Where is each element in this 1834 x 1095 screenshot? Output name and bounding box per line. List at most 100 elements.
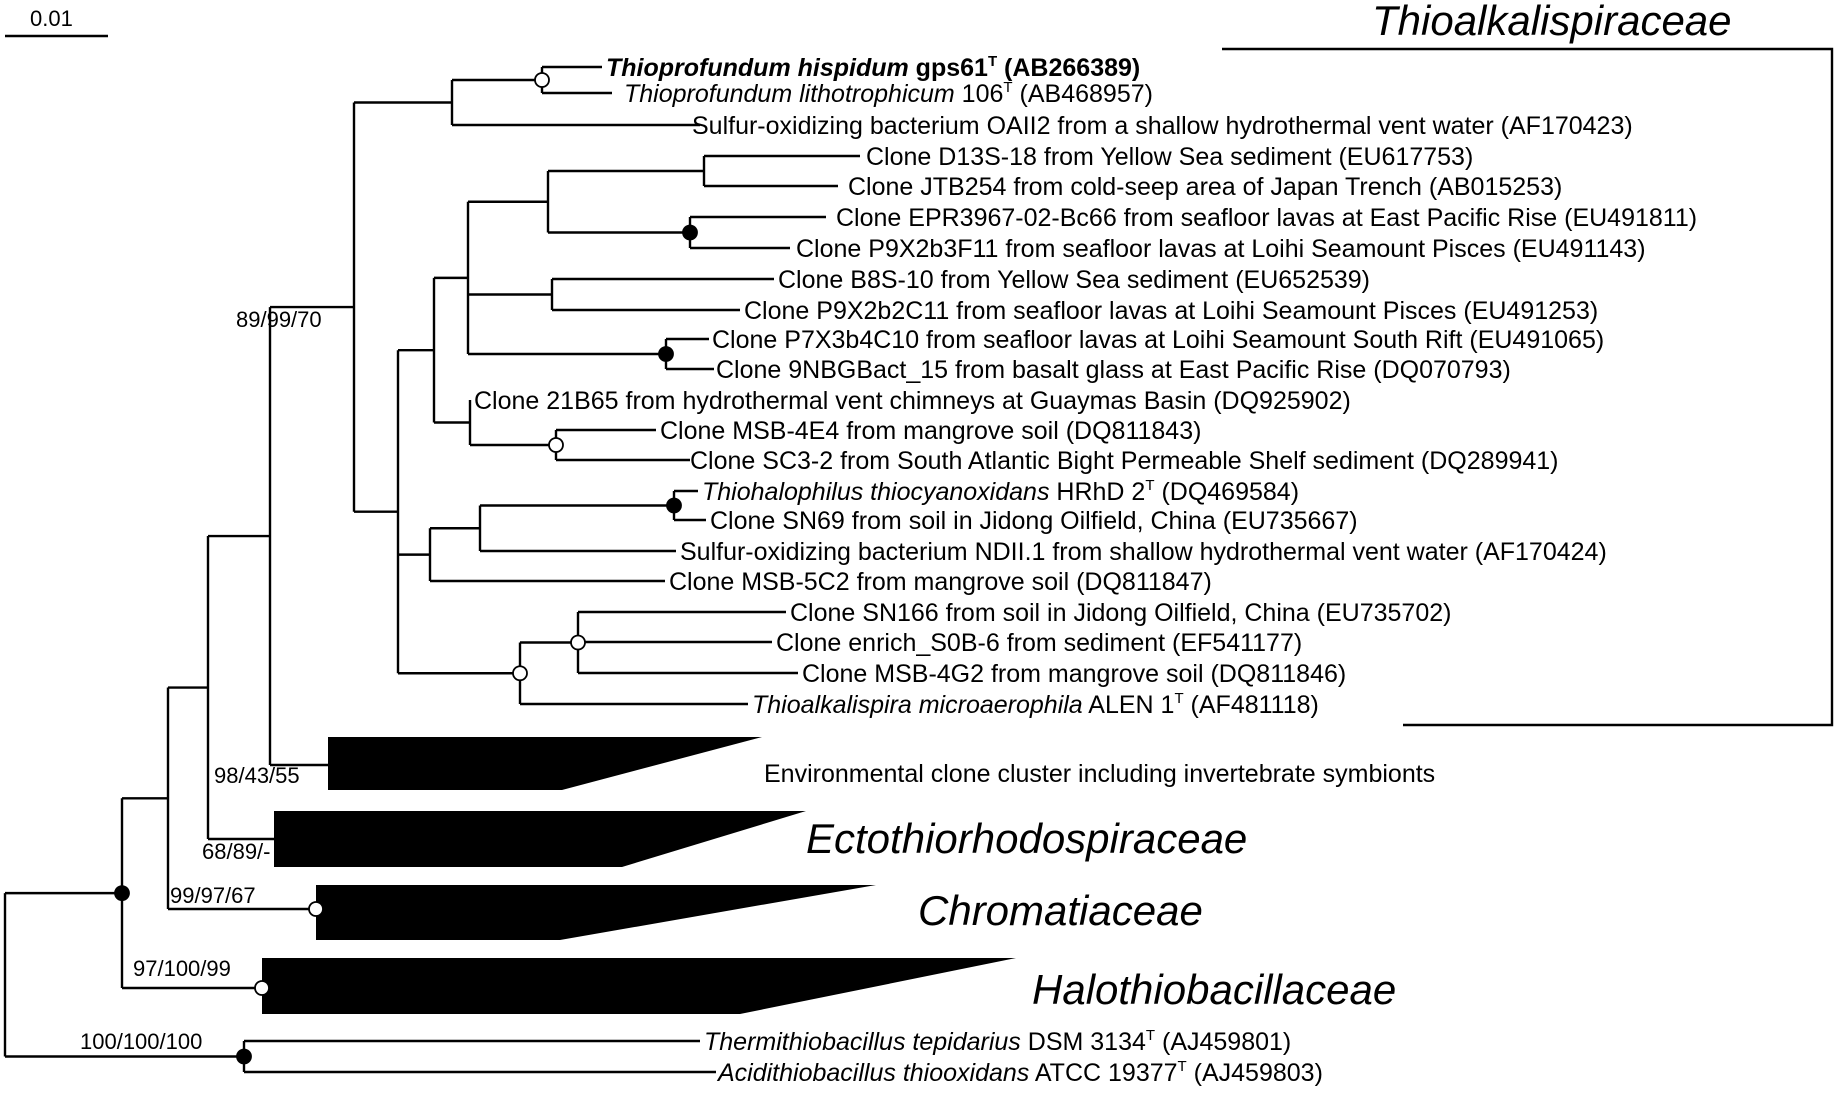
scale-bar: 0.01 — [5, 6, 108, 38]
taxon-strain: ATCC 19377 — [1029, 1059, 1177, 1087]
taxon-label: Clone P9X2b3F11 from seafloor lavas at L… — [796, 235, 1646, 263]
node-marker-open — [512, 665, 528, 682]
node-marker-filled — [114, 885, 130, 902]
taxon-strain: HRhD 2 — [1049, 478, 1145, 506]
node-marker-filled — [236, 1048, 252, 1065]
environmental-clone-wedge — [328, 737, 762, 790]
accession-number: (DQ469584) — [1155, 478, 1300, 506]
family-thioalkalispiraceae: Thioalkalispiraceae — [1372, 0, 1732, 44]
node-marker-open — [254, 980, 270, 996]
bootstrap-value: 100/100/100 — [80, 1029, 202, 1054]
taxon-label: Thermithiobacillus tepidarius DSM 3134T … — [704, 1027, 1291, 1056]
type-strain-superscript: T — [988, 53, 997, 70]
taxon-strain: Clone B8S-10 from Yellow Sea sediment (E… — [778, 266, 1370, 294]
node-marker-open — [570, 634, 586, 651]
taxon-strain: Clone MSB-4G2 from mangrove soil (DQ8118… — [802, 660, 1346, 688]
bootstrap-value: 98/43/55 — [214, 763, 300, 788]
taxon-label: Acidithiobacillus thiooxidans ATCC 19377… — [716, 1058, 1323, 1087]
type-strain-superscript: T — [1145, 477, 1154, 494]
taxon-label: Sulfur-oxidizing bacterium OAII2 from a … — [692, 112, 1633, 140]
node-marker-open — [548, 437, 564, 453]
node-markers — [114, 72, 698, 1065]
taxon-strain: Clone 9NBGBact_15 from basalt glass at E… — [716, 356, 1511, 384]
taxon-label: Clone SC3-2 from South Atlantic Bight Pe… — [690, 447, 1559, 475]
taxon-strain: Clone MSB-5C2 from mangrove soil (DQ8118… — [669, 568, 1212, 596]
taxon-strain: gps61 — [909, 54, 988, 82]
taxon-label: Clone P9X2b2C11 from seafloor lavas at L… — [744, 297, 1598, 325]
taxon-strain: Clone P7X3b4C10 from seafloor lavas at L… — [712, 326, 1604, 354]
bootstrap-values: 89/99/70 98/43/55 68/89/- 99/97/67 97/10… — [80, 307, 322, 1054]
taxon-label: Clone 21B65 from hydrothermal vent chimn… — [474, 387, 1351, 415]
taxon-label: Clone enrich_S0B-6 from sediment (EF5411… — [776, 629, 1302, 657]
bootstrap-value: 89/99/70 — [236, 307, 322, 332]
taxon-strain: Sulfur-oxidizing bacterium NDII.1 from s… — [680, 538, 1607, 566]
taxon-species-name: Thermithiobacillus tepidarius — [704, 1028, 1021, 1056]
accession-number: (AF481118) — [1184, 691, 1319, 719]
taxon-labels: Thioprofundum hispidum gps61T (AB266389)… — [474, 53, 1697, 1087]
taxon-strain: Clone 21B65 from hydrothermal vent chimn… — [474, 387, 1351, 415]
taxon-label: Clone MSB-5C2 from mangrove soil (DQ8118… — [669, 568, 1212, 596]
taxon-label: Clone B8S-10 from Yellow Sea sediment (E… — [778, 266, 1370, 294]
accession-number: (AB468957) — [1013, 80, 1153, 108]
node-marker-open — [308, 901, 324, 917]
taxon-label: Clone JTB254 from cold-seep area of Japa… — [848, 173, 1562, 201]
taxon-label: Clone 9NBGBact_15 from basalt glass at E… — [716, 356, 1511, 384]
taxon-label: Clone SN166 from soil in Jidong Oilfield… — [790, 599, 1451, 627]
taxon-strain: Sulfur-oxidizing bacterium OAII2 from a … — [692, 112, 1633, 140]
taxon-species-name: Thioprofundum hispidum — [606, 54, 909, 82]
taxon-label: Sulfur-oxidizing bacterium NDII.1 from s… — [680, 538, 1607, 566]
taxon-strain: Clone SN69 from soil in Jidong Oilfield,… — [710, 507, 1358, 535]
taxon-label: Clone P7X3b4C10 from seafloor lavas at L… — [712, 326, 1604, 354]
environmental-clone-cluster-label: Environmental clone cluster including in… — [764, 760, 1435, 788]
taxon-species-name: Thiohalophilus thiocyanoxidans — [702, 478, 1049, 506]
taxon-strain: Clone P9X2b3F11 from seafloor lavas at L… — [796, 235, 1646, 263]
taxon-strain: Clone enrich_S0B-6 from sediment (EF5411… — [776, 629, 1302, 657]
taxon-label: Clone SN69 from soil in Jidong Oilfield,… — [710, 507, 1358, 535]
taxon-label: Thioprofundum hispidum gps61T (AB266389) — [606, 53, 1140, 82]
taxon-strain: Clone D13S-18 from Yellow Sea sediment (… — [866, 143, 1473, 171]
bootstrap-value: 97/100/99 — [133, 956, 231, 981]
accession-number: (AB266389) — [997, 54, 1140, 82]
type-strain-superscript: T — [1003, 79, 1012, 96]
accession-number: (AJ459801) — [1155, 1028, 1291, 1056]
taxon-label: Clone D13S-18 from Yellow Sea sediment (… — [866, 143, 1473, 171]
taxon-label: Clone MSB-4G2 from mangrove soil (DQ8118… — [802, 660, 1346, 688]
accession-number: (AJ459803) — [1187, 1059, 1323, 1087]
taxon-label: Clone EPR3967-02-Bc66 from seafloor lava… — [836, 204, 1697, 232]
taxon-label: Thiohalophilus thiocyanoxidans HRhD 2T (… — [702, 477, 1299, 506]
node-marker-filled — [682, 224, 698, 241]
type-strain-superscript: T — [1178, 1058, 1187, 1075]
chromatiaceae-wedge — [316, 885, 876, 940]
node-marker-open — [534, 72, 550, 88]
scale-bar-label: 0.01 — [30, 6, 73, 31]
taxon-strain: Clone SC3-2 from South Atlantic Bight Pe… — [690, 447, 1559, 475]
taxon-strain: Clone MSB-4E4 from mangrove soil (DQ8118… — [660, 417, 1201, 445]
taxon-label: Thioalkalispira microaerophila ALEN 1T (… — [752, 690, 1319, 719]
type-strain-superscript: T — [1146, 1027, 1155, 1044]
taxon-species-name: Acidithiobacillus thiooxidans — [716, 1059, 1029, 1087]
bootstrap-value: 68/89/- — [202, 839, 271, 864]
tree-branches — [3, 65, 860, 1074]
taxon-strain: Clone SN166 from soil in Jidong Oilfield… — [790, 599, 1451, 627]
taxon-strain: Clone EPR3967-02-Bc66 from seafloor lava… — [836, 204, 1697, 232]
family-halothiobacillaceae: Halothiobacillaceae — [1032, 966, 1396, 1013]
taxon-strain: DSM 3134 — [1021, 1028, 1146, 1056]
collapsed-clades — [262, 737, 1016, 1014]
halothiobacillaceae-wedge — [262, 958, 1016, 1014]
bootstrap-value: 99/97/67 — [170, 883, 256, 908]
node-marker-filled — [666, 497, 682, 514]
taxon-species-name: Thioprofundum lithotrophicum — [624, 80, 955, 108]
taxon-label: Thioprofundum lithotrophicum 106T (AB468… — [624, 79, 1153, 108]
taxon-species-name: Thioalkalispira microaerophila — [752, 691, 1083, 719]
taxon-label: Clone MSB-4E4 from mangrove soil (DQ8118… — [660, 417, 1201, 445]
type-strain-superscript: T — [1174, 690, 1183, 707]
node-marker-filled — [658, 346, 674, 362]
family-ectothiorhodospiraceae: Ectothiorhodospiraceae — [806, 815, 1247, 862]
taxon-strain: Clone JTB254 from cold-seep area of Japa… — [848, 173, 1562, 201]
family-chromatiaceae: Chromatiaceae — [918, 887, 1203, 934]
taxon-strain: Clone P9X2b2C11 from seafloor lavas at L… — [744, 297, 1598, 325]
taxon-strain: 106 — [955, 80, 1004, 108]
ectothiorhodospiraceae-wedge — [274, 811, 806, 867]
thioalkalispiraceae-bracket: Thioalkalispiraceae — [1222, 0, 1834, 727]
